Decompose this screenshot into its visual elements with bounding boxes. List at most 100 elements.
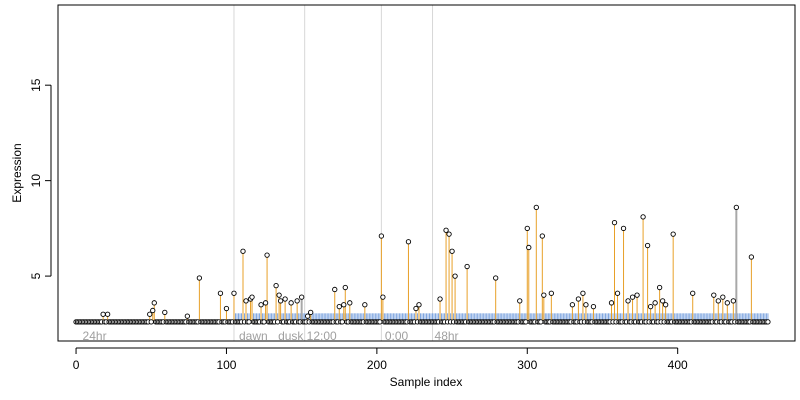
data-point	[332, 286, 338, 293]
data-point	[533, 204, 539, 211]
data-point	[580, 290, 586, 296]
data-point	[569, 302, 576, 308]
data-point	[274, 319, 281, 325]
data-point	[608, 300, 615, 306]
data-point	[634, 292, 640, 298]
region-label: 48hr	[435, 329, 459, 343]
data-point	[720, 294, 726, 300]
data-point	[614, 290, 621, 296]
data-point	[449, 248, 455, 254]
plot-frame	[57, 4, 796, 342]
data-point	[548, 290, 554, 296]
y-tick-label: 15	[29, 78, 43, 92]
data-point	[437, 296, 443, 302]
data-point	[341, 302, 347, 308]
x-tick-label: 100	[216, 358, 236, 372]
data-point	[416, 302, 422, 308]
region-label: dusk	[278, 329, 304, 343]
data-point	[620, 225, 627, 232]
region-label: 0:00	[385, 329, 409, 343]
data-point	[590, 303, 597, 310]
data-point	[662, 302, 669, 308]
region-labels: 24hr dawn dusk 12:00 0:00 48hr	[83, 329, 459, 343]
data-point	[730, 298, 736, 304]
data-point	[347, 300, 353, 306]
data-point	[446, 231, 452, 237]
stems	[102, 207, 752, 322]
data-point	[524, 225, 530, 232]
data-point	[243, 298, 249, 304]
data-point	[405, 239, 412, 245]
data-point	[711, 292, 717, 298]
data-point	[526, 244, 532, 251]
region-label: dawn	[239, 329, 268, 343]
data-point	[733, 204, 739, 211]
data-point	[659, 298, 666, 304]
data-point	[625, 298, 631, 304]
data-point	[288, 300, 294, 306]
data-point	[765, 319, 771, 325]
data-point	[652, 300, 658, 306]
data-point	[231, 290, 237, 296]
x-axis-title: Sample index	[390, 375, 463, 389]
data-point	[223, 305, 230, 312]
data-point	[583, 302, 589, 308]
data-point	[277, 298, 284, 304]
data-point	[249, 294, 255, 300]
data-point	[151, 300, 157, 306]
x-tick-label: 400	[668, 358, 688, 372]
data-point	[305, 313, 311, 319]
x-tick-label: 0	[73, 358, 80, 372]
data-point	[377, 319, 383, 325]
region-label: 12:00	[307, 329, 337, 343]
data-point	[184, 313, 191, 319]
data-point	[452, 273, 458, 279]
y-axis: 5 10 15	[29, 78, 52, 279]
x-axis: 0 100 200 300 400	[73, 347, 688, 372]
data-point	[104, 311, 111, 317]
region-lines	[233, 5, 434, 341]
data-point	[647, 303, 654, 310]
data-point	[273, 282, 279, 289]
data-point	[380, 294, 386, 300]
data-point	[690, 290, 696, 296]
x-tick-label: 300	[517, 358, 537, 372]
data-point	[342, 284, 348, 291]
data-point	[413, 305, 419, 312]
data-point	[748, 254, 755, 260]
y-axis-title: Expression	[10, 143, 24, 202]
data-point	[523, 319, 529, 325]
data-point	[294, 298, 300, 304]
data-point	[339, 319, 345, 325]
data-point	[282, 296, 288, 302]
data-point	[539, 233, 545, 239]
data-point	[308, 309, 314, 316]
data-point	[258, 302, 264, 308]
data-point	[264, 252, 270, 258]
data-point	[493, 275, 499, 281]
points	[73, 204, 771, 325]
y-tick-label: 10	[29, 174, 43, 188]
data-point	[147, 311, 153, 317]
data-point	[640, 214, 646, 220]
data-point	[538, 319, 544, 325]
data-point	[629, 294, 636, 300]
data-point	[670, 231, 676, 237]
data-point	[644, 242, 651, 249]
data-point	[148, 319, 154, 325]
data-point	[100, 311, 106, 317]
x-tick-label: 200	[367, 358, 387, 372]
data-point	[378, 233, 385, 239]
data-point	[240, 248, 246, 254]
data-point	[575, 296, 582, 302]
data-point	[541, 292, 547, 298]
data-point	[217, 290, 224, 296]
data-point	[362, 302, 368, 308]
data-point	[464, 263, 470, 270]
data-point	[715, 298, 721, 304]
data-point	[276, 292, 282, 298]
data-point	[656, 284, 663, 291]
region-label: 24hr	[83, 329, 107, 343]
data-point	[443, 227, 449, 233]
